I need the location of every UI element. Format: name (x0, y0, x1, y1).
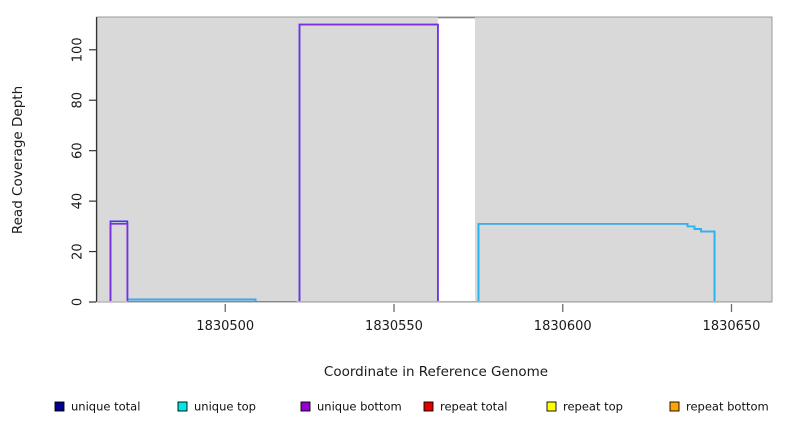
y-tick-label-0: 0 (71, 298, 86, 306)
y-tick-label-40: 40 (71, 193, 86, 210)
legend-swatch-repeat-top (546, 401, 557, 412)
series-unique-bottom (97, 23, 772, 302)
y-tick-label-20: 20 (71, 243, 86, 260)
x-tick-label-1830600: 1830600 (534, 319, 592, 334)
series-unique-top (97, 222, 772, 302)
legend-label-repeat-total: repeat total (440, 400, 507, 414)
legend-label-repeat-bottom: repeat bottom (686, 400, 769, 414)
x-tick-label-1830650: 1830650 (703, 319, 761, 334)
legend-label-unique-total: unique total (71, 400, 140, 414)
gap-region-0 (437, 17, 475, 302)
x-axis-ticks: 1830500 1830550 1830600 1830650 (196, 304, 760, 334)
legend-swatch-unique-bottom (300, 401, 311, 412)
plot-panel-background (97, 17, 772, 302)
legend-label-unique-top: unique top (194, 400, 256, 414)
y-tick-label-60: 60 (71, 142, 86, 159)
x-tick-label-1830550: 1830550 (365, 319, 423, 334)
chart-legend: unique total unique top unique bottom repea… (54, 400, 769, 414)
y-tick-label-100: 100 (71, 37, 86, 62)
legend-label-repeat-top: repeat top (563, 400, 623, 414)
x-tick-label-1830500: 1830500 (196, 319, 254, 334)
x-axis-title: Coordinate in Reference Genome (324, 364, 548, 380)
legend-swatch-unique-total (54, 401, 65, 412)
data-series-group (97, 23, 772, 302)
legend-swatch-repeat-bottom (669, 401, 680, 412)
y-tick-label-80: 80 (71, 92, 86, 109)
gap-regions (437, 16, 475, 302)
legend-swatch-repeat-total (423, 401, 434, 412)
legend-label-unique-bottom: unique bottom (317, 400, 402, 414)
y-axis-title: Read Coverage Depth (10, 86, 26, 234)
legend-swatch-unique-top (177, 401, 188, 412)
y-axis-ticks: 0 20 40 60 80 100 (71, 37, 96, 306)
